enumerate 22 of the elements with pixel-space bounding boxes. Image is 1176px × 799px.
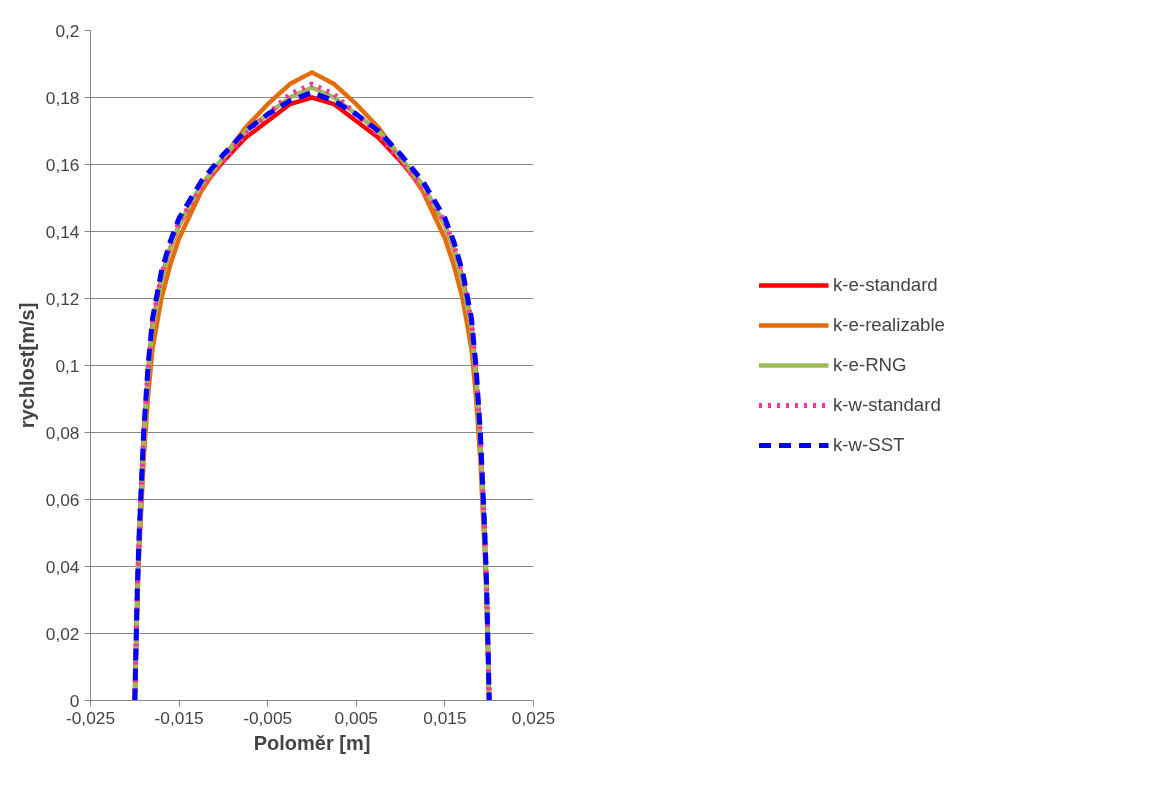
legend-label: k-e-RNG [833,354,907,376]
x-tick-label: 0,025 [511,707,556,728]
y-tick-label: 0,2 [55,20,80,41]
legend-label: k-w-SST [833,434,905,456]
x-tick-label: 0,005 [334,707,378,728]
x-axis-title: Poloměr [m] [253,731,371,754]
y-tick-label: 0,04 [45,556,80,577]
y-tick-label: 0,02 [45,623,80,644]
y-tick-label: 0,08 [45,422,80,443]
legend-label: k-e-realizable [833,314,945,336]
x-tick-label: -0,015 [154,707,204,728]
y-tick-label: 0,06 [45,489,80,510]
legend-label: k-e-standard [833,274,938,296]
y-tick-label: 0,1 [55,355,80,376]
legend-label: k-w-standard [833,394,941,416]
y-tick-label: 0,16 [45,154,80,175]
x-tick-label: 0,015 [423,707,467,728]
y-axis-title: rychlost[m/s] [15,302,38,429]
x-tick-label: -0,005 [243,707,293,728]
y-tick-label: 0,14 [45,221,80,242]
y-tick-label: 0,12 [45,288,80,309]
y-tick-label: 0,18 [45,87,80,108]
